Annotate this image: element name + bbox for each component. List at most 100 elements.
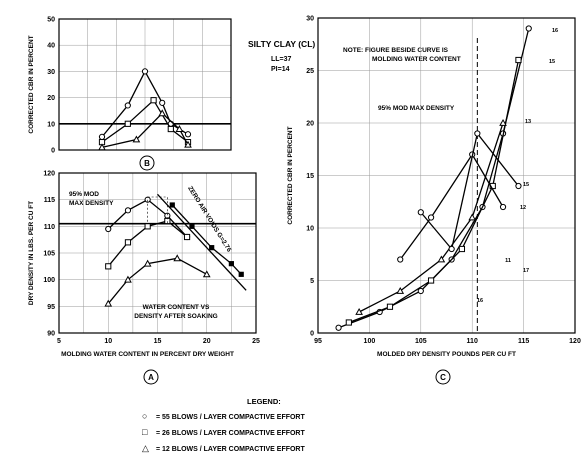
x-tick-label: 100 [364,338,376,345]
data-point-square [124,120,131,127]
data-point-circle [184,131,192,138]
data-point-triangle [173,254,182,262]
y-axis-title: CORRECTED CBR IN PERCENT [287,126,294,224]
data-point-circle [448,245,455,253]
data-point-triangle [437,255,446,263]
chart-c-note-line2: MOLDING WATER CONTENT [372,56,461,63]
panel-marker [139,155,155,171]
plot-frame [58,172,257,334]
data-point-triangle [355,307,363,315]
data-point-triangle [158,109,167,117]
data-point-filled [238,271,244,277]
x-axis-title: MOLDING WATER CONTENT IN PERCENT DRY WEI… [61,351,234,358]
x-tick-label: 5 [57,338,61,345]
data-point-circle [98,133,106,140]
data-point-circle [335,324,342,331]
y-tick-label: 15 [306,173,314,180]
annotation-soaking: WATER CONTENT VS [143,304,210,311]
chart-c: 0 5 10 15 20 25 30 95 100 105 110 115 120 CORRECTED C… [287,16,581,385]
curve-label: 11 [505,258,511,264]
curve-label: 15 [523,182,529,188]
data-point-triangle [143,259,152,267]
y-tick-label: 30 [47,69,55,76]
y-tick-label: 40 [47,43,55,50]
y-tick-label: 10 [47,121,55,128]
curve-label: 15 [549,59,555,65]
series-line [348,59,520,324]
data-point-triangle [175,125,184,132]
panel-marker [143,369,159,385]
y-tick-label: 30 [306,16,314,23]
data-point-triangle [98,143,106,151]
data-point-triangle [104,299,113,307]
x-axis-title: MOLDED DRY DENSITY POUNDS PER CU FT [377,351,516,358]
x-tick-label: 95 [314,338,322,345]
data-point-square [124,239,132,246]
panel-label: A [148,373,154,382]
plasticity-index-label: PI=14 [271,66,290,73]
data-point-circle [159,99,166,106]
chart-b: 0 10 20 30 40 50 CORRECTED CBR IN PERCENT B [28,17,232,171]
y-tick-label: 0 [51,148,55,155]
x-tick-label: 10 [104,338,112,345]
data-point-circle [124,102,131,109]
panel-label: C [440,373,446,382]
y-tick-label: 20 [306,121,314,128]
data-point-circle [525,25,532,32]
x-tick-label: 20 [203,338,211,345]
data-point-square [427,277,435,284]
data-point-circle [474,130,481,137]
data-point-filled [169,202,175,208]
x-tick-label: 110 [467,338,478,345]
data-point-square [183,233,191,241]
data-point-triangle [124,275,132,283]
data-point-circle [499,203,507,211]
data-point-filled [209,245,215,251]
y-tick-label: 90 [47,331,55,338]
annotation-mod-max: 95% MOD MAX DENSITY [378,105,455,112]
y-tick-label: 105 [43,251,55,258]
data-point-triangle [202,270,211,278]
data-point-square [458,245,466,253]
y-tick-label: 120 [43,171,55,178]
data-point-filled [189,223,195,229]
series-line [399,153,504,260]
data-point-square [150,97,157,104]
curve-label: 16 [552,28,558,34]
panel-marker [435,369,451,385]
annotation-mod-max: 95% MOD [69,191,99,198]
soil-type-label: SILTY CLAY (CL) [248,39,315,49]
y-tick-label: 10 [306,226,314,233]
data-point-triangle [132,135,141,143]
y-axis-title: DRY DENSITY IN LBS. PER CU FT [28,201,35,305]
data-point-circle [417,209,424,216]
data-point-filled [228,261,234,267]
x-tick-label: 120 [569,338,581,345]
y-tick-label: 0 [310,331,314,338]
data-point-circle [124,207,132,214]
data-point-square [345,319,352,326]
liquid-limit-label: LL=37 [271,56,292,63]
plot-frame [317,17,576,334]
annotation-soaking: DENSITY AFTER SOAKING [134,313,217,320]
y-tick-label: 25 [306,68,314,75]
plot-frame [58,18,232,151]
data-point-triangle [468,213,477,221]
y-tick-label: 115 [44,197,55,204]
y-tick-label: 95 [47,304,55,311]
data-point-circle [515,182,522,190]
data-point-circle [417,287,424,295]
annotation-mod-max: MAX DENSITY [69,200,114,207]
y-tick-label: 20 [47,95,55,102]
series-line [101,70,189,138]
series-line [157,193,247,291]
hatched-zone [147,196,168,224]
data-point-square [105,263,112,270]
x-tick-label: 25 [252,338,260,345]
y-tick-label: 110 [44,224,55,231]
y-tick-label: 5 [310,278,314,285]
y-axis-title: CORRECTED CBR IN PERCENT [28,35,35,133]
x-tick-label: 105 [415,338,427,345]
data-point-square [386,303,394,310]
